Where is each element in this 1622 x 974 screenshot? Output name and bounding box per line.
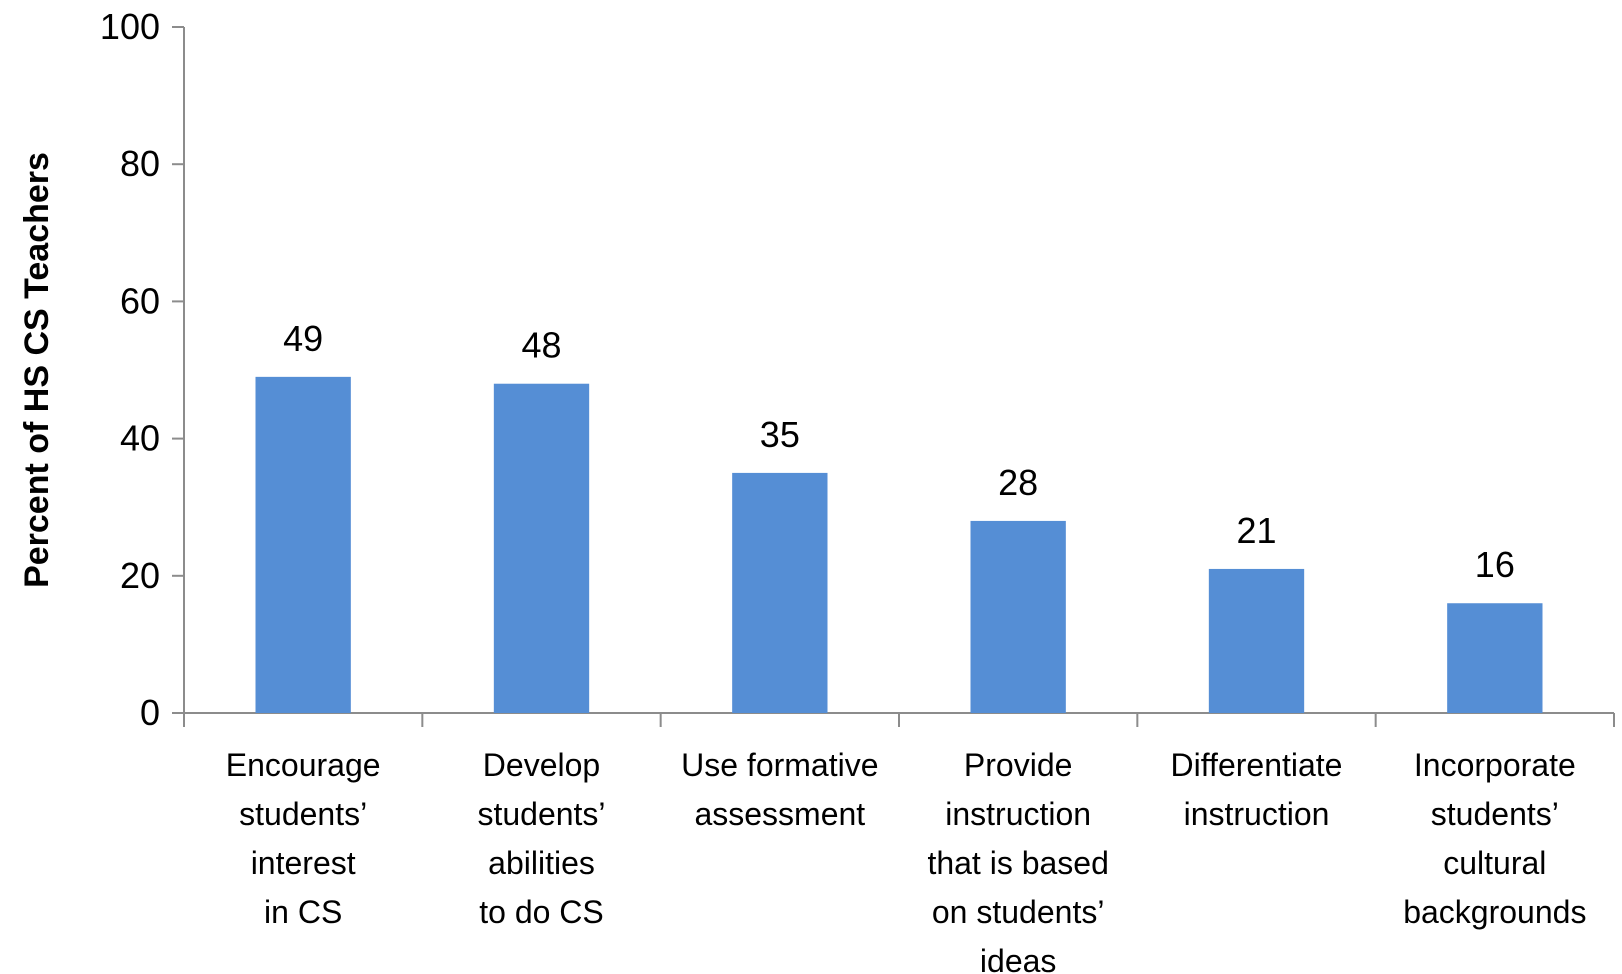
x-category-label-line: ideas <box>980 943 1057 974</box>
bar <box>732 472 828 713</box>
plot-area: 0 20 40 60 80 100 49 Encourage students’ interest… <box>100 6 1615 974</box>
data-label: 48 <box>521 325 561 366</box>
y-tick-label: 80 <box>120 143 160 184</box>
y-tick-label: 20 <box>120 555 160 596</box>
x-category-label: Use formative assessment <box>681 747 878 832</box>
y-tick-label: 60 <box>120 280 160 321</box>
x-category-label-line: backgrounds <box>1403 894 1586 930</box>
x-category-label: Develop students’ abilities to do CS <box>477 747 605 930</box>
x-category-label-line: Encourage <box>226 747 381 783</box>
x-category-label-line: instruction <box>1184 796 1330 832</box>
x-category-label-line: instruction <box>945 796 1091 832</box>
bar <box>255 376 351 713</box>
x-category-label-line: abilities <box>488 845 595 881</box>
y-axis-title: Percent of HS CS Teachers <box>18 152 56 588</box>
x-category-label-line: on students’ <box>932 894 1105 930</box>
data-label: 28 <box>998 462 1038 503</box>
data-label: 16 <box>1475 544 1515 585</box>
x-category-label-line: in CS <box>264 894 342 930</box>
x-category-label: Differentiate instruction <box>1171 747 1343 832</box>
bar <box>1447 603 1543 713</box>
x-category-label-line: to do CS <box>479 894 604 930</box>
x-category-label-line: students’ <box>1431 796 1559 832</box>
x-category-label-line: Use formative <box>681 747 878 783</box>
x-category-label-line: cultural <box>1443 845 1546 881</box>
x-category-label-line: students’ <box>239 796 367 832</box>
x-category-label-line: Incorporate <box>1414 747 1576 783</box>
bar <box>970 520 1066 713</box>
x-category-label-line: Differentiate <box>1171 747 1343 783</box>
x-category-label-line: Develop <box>483 747 600 783</box>
y-tick-label: 100 <box>100 6 160 47</box>
y-tick-label: 40 <box>120 418 160 459</box>
data-label: 49 <box>283 318 323 359</box>
x-category-label-line: interest <box>251 845 356 881</box>
x-category-label: Encourage students’ interest in CS <box>226 747 381 930</box>
y-tick-label: 0 <box>140 692 160 733</box>
bar <box>1208 568 1305 713</box>
data-label: 21 <box>1236 510 1276 551</box>
x-category-label-line: students’ <box>477 796 605 832</box>
x-category-label-line: assessment <box>694 796 865 832</box>
x-category-label-line: Provide <box>964 747 1073 783</box>
x-category-label-line: that is based <box>927 845 1108 881</box>
x-category-label: Provide instruction that is based on studen… <box>927 747 1108 974</box>
data-label: 35 <box>760 414 800 455</box>
x-category-label: Incorporate students’ cultural backgrounds <box>1403 747 1586 930</box>
bar <box>493 383 590 713</box>
